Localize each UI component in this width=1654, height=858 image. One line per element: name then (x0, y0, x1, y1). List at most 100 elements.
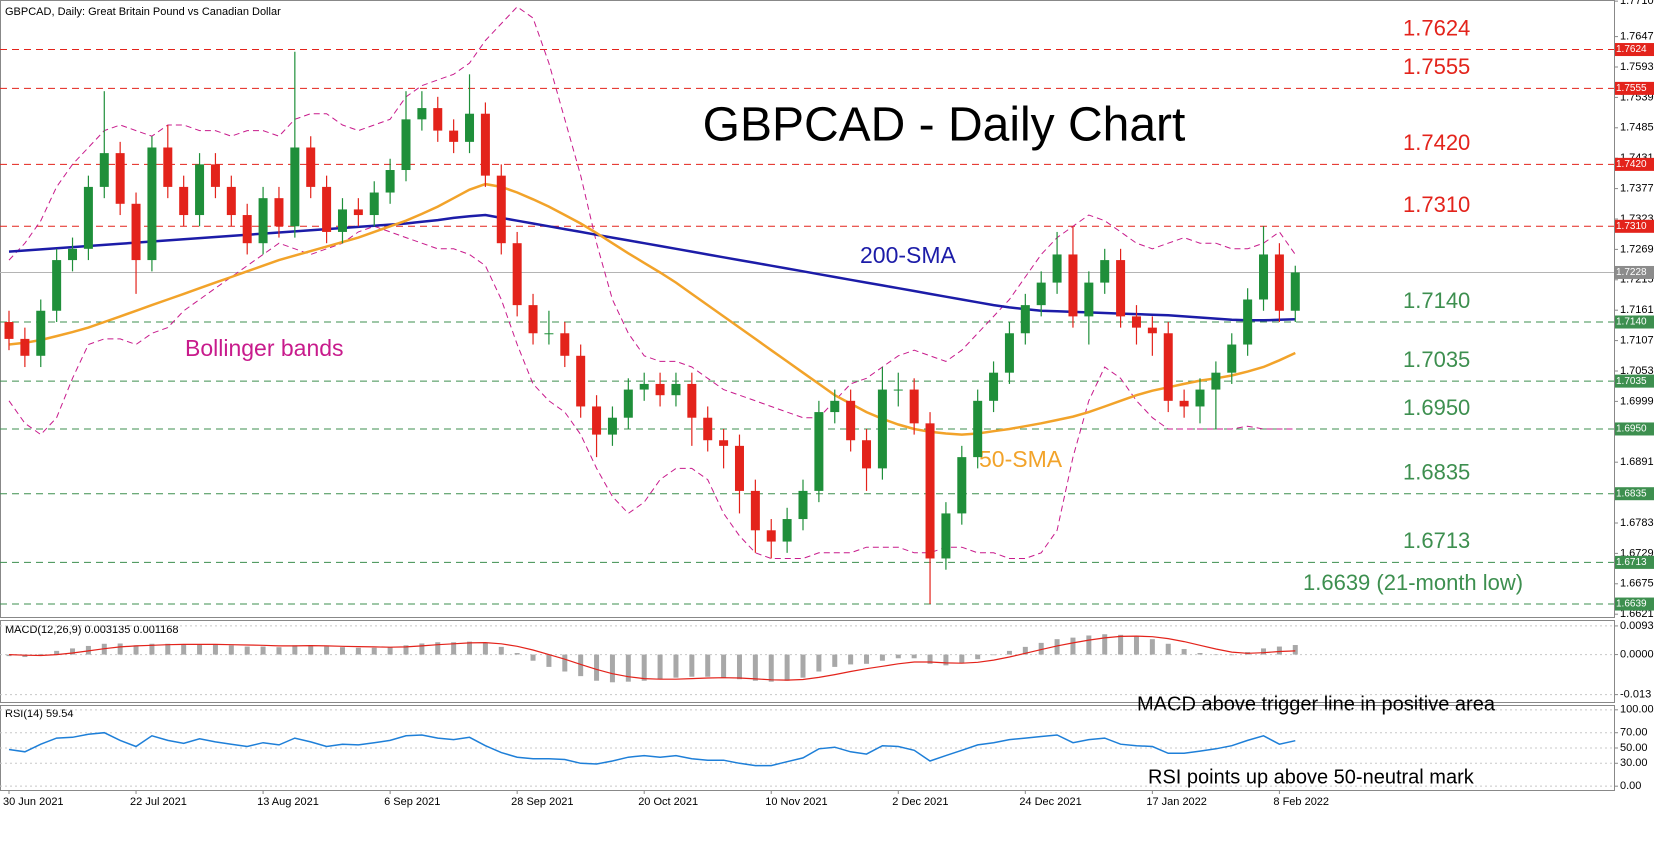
candle-body (1116, 260, 1126, 317)
y-tick-label: 1.7161 (1620, 304, 1654, 316)
macd-bar (1070, 637, 1076, 655)
candle-body (147, 147, 157, 261)
level-badge-label: 1.7140 (1616, 317, 1647, 328)
level-badge (1615, 487, 1654, 501)
macd-bar (1181, 649, 1187, 655)
macd-bar (260, 646, 266, 655)
macd-bar (1229, 654, 1235, 656)
x-tick-label: 2 Dec 2021 (892, 796, 948, 808)
y-tick-label: 1.7647 (1620, 30, 1654, 42)
macd-bar (403, 645, 409, 655)
y-tick-label: 1.7710 (1620, 0, 1654, 7)
y-tick-label: 0.00 (1620, 780, 1641, 792)
candle-body (1227, 344, 1237, 373)
candle-body (496, 175, 506, 244)
macd-bar (451, 642, 457, 655)
macd-bar (721, 654, 727, 678)
macd-bar (482, 642, 488, 655)
macd-bar (546, 654, 552, 667)
candle-body (290, 147, 300, 227)
candle-body (671, 383, 681, 396)
y-tick-label: 1.7107 (1620, 334, 1654, 346)
y-tick-label: 0.0093 (1620, 620, 1654, 632)
candle-body (893, 389, 903, 391)
candle-body (163, 147, 173, 187)
candle-body (4, 322, 14, 339)
macd-bar (530, 654, 536, 661)
sma50-label: 50-SMA (979, 446, 1063, 472)
candle-body (719, 440, 729, 446)
y-tick-label: 1.7269 (1620, 243, 1654, 255)
candle-body (576, 355, 586, 407)
rsi-line (8, 731, 1296, 767)
level-badge (1615, 315, 1654, 329)
candle-body (480, 113, 490, 176)
x-tick-label: 17 Jan 2022 (1146, 796, 1207, 808)
macd-bar (1197, 653, 1203, 655)
candle-body (1290, 272, 1300, 311)
candle-body (687, 383, 697, 418)
macd-bar (212, 644, 218, 655)
macd-bar (1006, 650, 1012, 655)
level-label: 1.7420 (1403, 130, 1470, 155)
macd-bar (641, 654, 647, 681)
candle-body (401, 119, 411, 171)
macd-bar (927, 654, 933, 664)
y-tick-label: 1.6891 (1620, 456, 1654, 468)
candle-body (1179, 400, 1189, 407)
macd-bar (959, 654, 965, 664)
candle-body (83, 186, 93, 249)
macd-bar (6, 654, 12, 657)
macd-bar (705, 654, 711, 677)
bollinger-label: Bollinger bands (185, 335, 344, 361)
level-badge (1615, 597, 1654, 611)
macd-bar (864, 654, 870, 664)
x-tick-label: 24 Dec 2021 (1019, 796, 1081, 808)
candle-body (99, 153, 109, 187)
candle-body (1195, 389, 1205, 407)
candle-body (195, 164, 205, 216)
macd-bar (848, 654, 854, 665)
y-tick-label: 100.00 (1620, 704, 1654, 716)
macd-bar (117, 643, 123, 655)
level-badge-label: 1.7035 (1616, 376, 1647, 387)
level-label: 1.7624 (1403, 15, 1470, 40)
macd-bar (1118, 634, 1124, 655)
macd-signal (8, 635, 1296, 681)
level-badge-label: 1.7555 (1616, 83, 1647, 94)
candle-body (337, 209, 347, 232)
candle-body (433, 108, 443, 131)
level-badge (1615, 81, 1654, 95)
candle-body (973, 400, 983, 458)
x-tick-label: 30 Jun 2021 (3, 796, 64, 808)
macd-note: MACD above trigger line in positive area (1137, 693, 1496, 715)
rsi-header: RSI(14) 59.54 (5, 708, 73, 720)
macd-bar (197, 644, 203, 655)
y-tick-label: 0.0000 (1620, 648, 1654, 660)
macd-bar (22, 654, 28, 658)
macd-bar (54, 650, 60, 655)
macd-bar (1276, 646, 1282, 655)
candle-body (258, 198, 268, 244)
y-tick-label: 1.7377 (1620, 182, 1654, 194)
macd-bar (339, 647, 345, 655)
candle-body (877, 389, 887, 469)
level-label: 1.7310 (1403, 192, 1470, 217)
macd-bar (784, 654, 790, 681)
x-tick-label: 8 Feb 2022 (1273, 796, 1329, 808)
candle-body (655, 383, 665, 396)
x-tick-label: 22 Jul 2021 (130, 796, 187, 808)
candle-body (1131, 316, 1141, 328)
last-price-badge (1615, 265, 1654, 279)
candle-body (1274, 254, 1284, 311)
macd-bar (673, 654, 679, 678)
candle-body (115, 153, 125, 204)
bollinger-upper (8, 6, 1296, 419)
level-label: 1.7555 (1403, 54, 1470, 79)
macd-bar (895, 654, 901, 659)
macd-bar (85, 645, 91, 655)
macd-bar (1292, 645, 1298, 655)
y-tick-label: 1.7485 (1620, 122, 1654, 134)
candle-body (322, 186, 332, 232)
